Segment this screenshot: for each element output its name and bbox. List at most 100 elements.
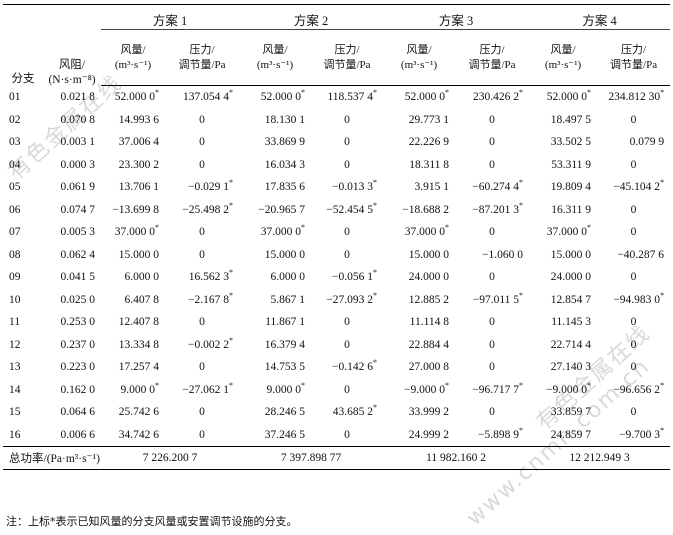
cell-pressure: 0 (344, 158, 350, 171)
cell-flow: 15.000 0 (118, 248, 159, 261)
table-row: 01 0.021 8 52.000 0* 137.054 4* 52.000 0* 118… (3, 86, 670, 109)
superscript-marker: * (373, 88, 378, 98)
cell-pressure: 0 (489, 316, 495, 329)
cell-flow: 29.773 1 (408, 113, 450, 126)
cell-flow: 37.000 0* (404, 223, 450, 239)
cell-flow: 14.753 5 (264, 361, 306, 374)
cell-branch: 01 (9, 91, 21, 103)
superscript-marker: * (301, 88, 306, 98)
cell-branch: 12 (9, 338, 21, 351)
superscript-marker: * (519, 380, 524, 390)
cell-pressure: 0.079 9 (629, 136, 665, 149)
cell-branch: 16 (9, 428, 21, 441)
total-label: 总功率/(Pa·m³·s⁻¹) (3, 446, 101, 470)
cell-pressure: 0 (630, 158, 637, 171)
header-pressure: 压力/调节量/Pa (455, 29, 530, 86)
table-row: 07 0.005 3 37.000 0* 0 37.000 0* 0 37.000 0* 0 3… (3, 221, 670, 244)
superscript-marker: * (155, 380, 159, 390)
cell-flow: 23.300 2 (118, 158, 159, 171)
cell-flow: 13.334 8 (118, 338, 159, 351)
table-row: 13 0.223 0 17.257 4 0 14.753 5 −0.142 6* 27.00… (3, 356, 670, 379)
cell-flow: 3.915 1 (414, 181, 450, 194)
cell-pressure: 0 (630, 316, 637, 329)
table-row: 03 0.003 1 37.006 4 0 33.869 9 0 22.226 9 0 33.5… (3, 131, 670, 154)
cell-pressure: 0 (489, 226, 495, 239)
superscript-marker: * (229, 268, 234, 278)
cell-resistance: 0.062 4 (60, 248, 96, 261)
cell-pressure: −52.454 5* (326, 200, 378, 216)
superscript-marker: * (660, 88, 665, 98)
cell-pressure: 230.426 2* (473, 88, 524, 104)
cell-pressure: 0 (489, 271, 495, 284)
table-row: 06 0.074 7 −13.699 8 −25.498 2* −20.965 7 −52… (3, 199, 670, 222)
cell-resistance: 0.005 3 (60, 226, 96, 239)
table-row: 04 0.000 3 23.300 2 0 16.034 3 0 18.311 8 0 53.3… (3, 154, 670, 177)
cell-pressure: −87.201 3* (472, 200, 524, 216)
header-flow: 风量/(m³·s⁻¹) (529, 29, 598, 86)
cell-branch: 15 (9, 406, 21, 419)
superscript-marker: * (519, 200, 524, 210)
cell-pressure: −0.029 1* (188, 178, 234, 194)
superscript-marker: * (519, 290, 524, 300)
cell-resistance: 0.061 9 (60, 181, 96, 194)
cell-flow: 34.742 6 (118, 428, 159, 441)
cell-flow: 11.145 3 (551, 316, 592, 329)
cell-flow: −18.688 2 (402, 203, 450, 216)
superscript-marker: * (660, 290, 665, 300)
cell-flow: 53.311 9 (551, 158, 592, 171)
cell-flow: 6.000 0 (270, 271, 306, 284)
table-row: 05 0.061 9 13.706 1 −0.029 1* 17.835 6 −0.013… (3, 176, 670, 199)
cell-pressure: 0 (344, 316, 350, 329)
cell-resistance: 0.064 6 (60, 406, 96, 419)
cell-pressure: −45.104 2* (613, 178, 665, 194)
superscript-marker: * (445, 88, 450, 98)
cell-pressure: −1.060 0 (482, 248, 524, 261)
header-pressure: 压力/调节量/Pa (165, 29, 240, 86)
cell-flow: 19.809 4 (550, 181, 592, 194)
cell-resistance: 0.162 0 (60, 383, 96, 396)
cell-branch: 09 (9, 271, 21, 284)
cell-resistance: 0.021 8 (60, 91, 96, 103)
cell-flow: 6.407 8 (124, 293, 160, 306)
cell-flow: 28.246 5 (264, 406, 306, 419)
header-flow: 风量/(m³·s⁻¹) (239, 29, 312, 86)
cell-pressure: 0 (344, 428, 350, 441)
cell-flow: 9.000 0* (120, 380, 160, 396)
cell-pressure: −97.011 5* (472, 290, 524, 306)
cell-branch: 11 (9, 316, 21, 329)
header-plan-2: 方案 2 (239, 4, 384, 30)
cell-pressure: 0 (489, 113, 495, 126)
cell-pressure: 137.054 4* (183, 88, 234, 104)
cell-branch: 07 (9, 226, 21, 239)
cell-pressure: 0 (630, 113, 637, 126)
cell-pressure: 0 (199, 158, 205, 171)
cell-pressure: 0 (199, 406, 205, 419)
header-plan-1: 方案 1 (101, 4, 240, 30)
cell-flow: 52.000 0* (404, 88, 450, 104)
cell-pressure: −60.274 4* (472, 178, 524, 194)
cell-flow: 24.859 7 (550, 428, 592, 441)
cell-flow: 24.999 2 (408, 428, 450, 441)
superscript-marker: * (519, 178, 524, 188)
cell-branch: 14 (9, 383, 21, 396)
cell-branch: 02 (9, 113, 21, 126)
cell-branch: 06 (9, 203, 21, 216)
cell-pressure: 0 (630, 361, 637, 374)
cell-pressure: 0 (344, 136, 350, 149)
cell-flow: 12.407 8 (118, 316, 159, 329)
cell-pressure: 0 (199, 361, 205, 374)
cell-resistance: 0.000 3 (60, 158, 96, 171)
cell-resistance: 0.006 6 (60, 428, 96, 441)
cell-flow: 33.869 9 (264, 136, 306, 149)
cell-resistance: 0.025 0 (60, 293, 96, 306)
cell-flow: 17.257 4 (118, 361, 159, 374)
header-plan-4: 方案 4 (529, 4, 671, 30)
cell-flow: 24.000 0 (408, 271, 450, 284)
cell-flow: 6.000 0 (124, 271, 160, 284)
superscript-marker: * (301, 380, 306, 390)
cell-pressure: 0 (630, 271, 637, 284)
header-pressure: 压力/调节量/Pa (311, 29, 384, 86)
table-row: 10 0.025 0 6.407 8 −2.167 8* 5.867 1 −27.093 … (3, 289, 670, 312)
cell-flow: 12.885 2 (408, 293, 450, 306)
cell-pressure: −9.700 3* (619, 425, 665, 441)
